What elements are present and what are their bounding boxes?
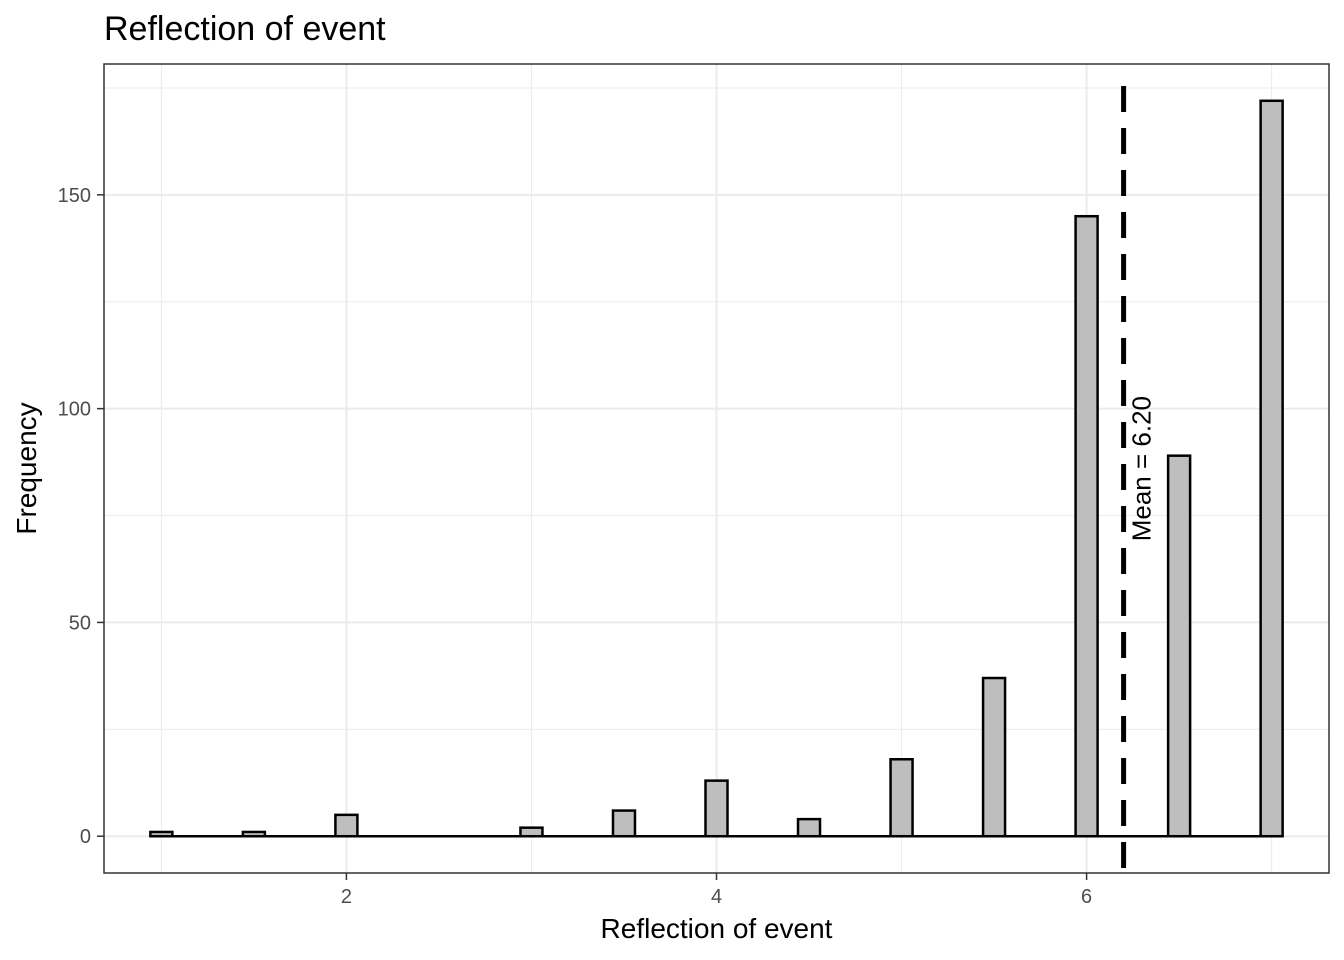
x-axis-title: Reflection of event — [601, 913, 833, 944]
bar — [889, 758, 914, 838]
bar — [981, 676, 1007, 838]
y-axis-ticks: 0 50 100 150 — [58, 185, 104, 848]
bar — [519, 826, 544, 838]
y-tick-label: 0 — [80, 826, 91, 848]
y-tick-label: 150 — [58, 185, 91, 207]
x-axis-ticks: 2 4 6 — [341, 873, 1092, 908]
bar — [796, 817, 822, 838]
y-tick-label: 50 — [69, 612, 91, 634]
bar — [611, 809, 637, 838]
chart-title: Reflection of event — [104, 10, 386, 48]
bar — [704, 779, 729, 838]
y-tick-label: 100 — [58, 399, 91, 421]
y-axis-title: Frequency — [11, 402, 42, 534]
x-tick-label: 2 — [341, 886, 352, 908]
bar — [1074, 214, 1099, 838]
x-tick-label: 4 — [711, 886, 722, 908]
bar — [334, 813, 359, 838]
x-tick-label: 6 — [1081, 886, 1092, 908]
bar — [1259, 99, 1284, 838]
bar — [1166, 454, 1192, 838]
mean-label: Mean = 6.20 — [1127, 396, 1157, 541]
